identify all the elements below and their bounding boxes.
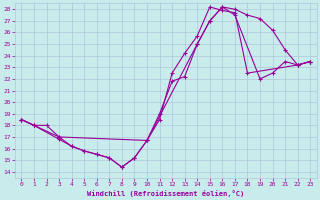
X-axis label: Windchill (Refroidissement éolien,°C): Windchill (Refroidissement éolien,°C)	[87, 190, 244, 197]
